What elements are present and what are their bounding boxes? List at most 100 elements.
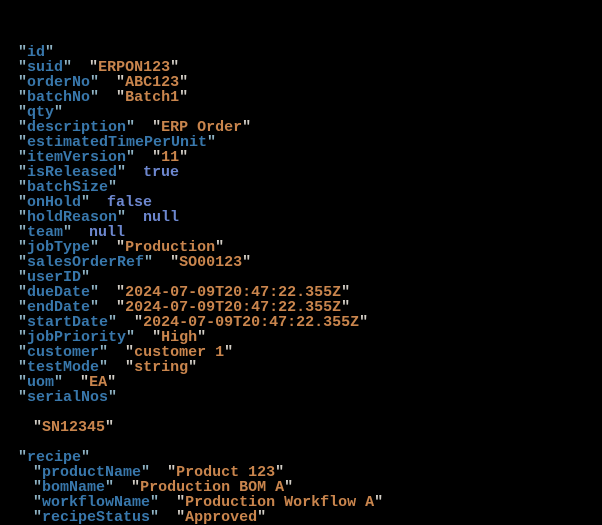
json-code-block: "id" "suid" "ERPON123" "orderNo" "ABC123" "ba… [0, 30, 602, 525]
json-string-value: "EA" [80, 374, 116, 391]
json-string-value: "SN12345" [33, 419, 114, 436]
token-text: estimatedTimePerUnit [27, 134, 208, 151]
token-text: 2024-07-09T20:47:22.355Z [125, 284, 342, 301]
json-line: "endDate" "2024-07-09T20:47:22.355Z" [0, 300, 602, 315]
token-text: jobPriority [27, 329, 127, 346]
json-key: "team" [18, 224, 72, 241]
quote-mark: " [108, 389, 118, 406]
json-string-value: "ERPON123" [89, 59, 179, 76]
quote-mark: " [197, 329, 207, 346]
quote-mark: " [33, 509, 43, 525]
json-key: "qty" [18, 104, 63, 121]
json-string-value: "2024-07-09T20:47:22.355Z" [134, 314, 368, 331]
quote-mark: " [63, 224, 73, 241]
quote-mark: " [18, 269, 28, 286]
quote-mark: " [167, 464, 177, 481]
quote-mark: " [152, 329, 162, 346]
quote-mark: " [18, 194, 28, 211]
quote-mark: " [152, 149, 162, 166]
json-line: "uom" "EA" [0, 375, 602, 390]
quote-mark: " [33, 419, 43, 436]
json-string-value: "2024-07-09T20:47:22.355Z" [116, 299, 350, 316]
quote-mark: " [81, 269, 91, 286]
quote-mark: " [359, 314, 369, 331]
token-text: batchNo [27, 89, 91, 106]
quote-mark: " [33, 479, 43, 496]
quote-mark: " [18, 104, 28, 121]
json-line: "holdReason" null [0, 210, 602, 225]
quote-mark: " [257, 509, 267, 525]
quote-mark: " [116, 299, 126, 316]
json-line: "testMode" "string" [0, 360, 602, 375]
quote-mark: " [90, 74, 100, 91]
quote-mark: " [176, 494, 186, 511]
token-text: recipe [27, 449, 82, 466]
token-text: productName [42, 464, 142, 481]
quote-mark: " [90, 239, 100, 256]
token-text: 2024-07-09T20:47:22.355Z [125, 299, 342, 316]
json-literal-value: false [107, 194, 153, 211]
json-key: "isReleased" [18, 164, 126, 181]
quote-mark: " [116, 239, 126, 256]
token-text: ERPON123 [98, 59, 171, 76]
json-line: "salesOrderRef" "SO00123" [0, 255, 602, 270]
json-line: "batchSize" [0, 180, 602, 195]
quote-mark: " [18, 314, 28, 331]
json-key: "productName" [33, 464, 150, 481]
quote-mark: " [18, 254, 28, 271]
quote-mark: " [242, 119, 252, 136]
json-line: "recipe" [0, 450, 602, 465]
quote-mark: " [18, 119, 28, 136]
quote-mark: " [18, 299, 28, 316]
quote-mark: " [126, 329, 136, 346]
json-key: "itemVersion" [18, 149, 135, 166]
json-key: "holdReason" [18, 209, 126, 226]
json-line: "onHold" false [0, 195, 602, 210]
quote-mark: " [81, 194, 91, 211]
quote-mark: " [63, 59, 73, 76]
token-text: ABC123 [125, 74, 180, 91]
quote-mark: " [18, 89, 28, 106]
token-text: Batch1 [125, 89, 180, 106]
token-text: dueDate [27, 284, 91, 301]
quote-mark: " [275, 464, 285, 481]
json-line: "team" null [0, 225, 602, 240]
json-key: "workflowName" [33, 494, 159, 511]
token-text: Product 123 [176, 464, 276, 481]
json-line: "productName" "Product 123" [0, 465, 602, 480]
json-key: "salesOrderRef" [18, 254, 153, 271]
token-text: suid [27, 59, 64, 76]
quote-mark: " [188, 359, 198, 376]
json-key: "userID" [18, 269, 90, 286]
quote-mark: " [18, 44, 28, 61]
quote-mark: " [125, 359, 135, 376]
quote-mark: " [131, 479, 141, 496]
token-text: salesOrderRef [27, 254, 145, 271]
token-text: recipeStatus [42, 509, 151, 525]
quote-mark: " [18, 134, 28, 151]
token-text: testMode [27, 359, 100, 376]
json-key: "estimatedTimePerUnit" [18, 134, 216, 151]
json-string-value: "Production" [116, 239, 224, 256]
quote-mark: " [18, 284, 28, 301]
quote-mark: " [152, 119, 162, 136]
quote-mark: " [18, 149, 28, 166]
json-key: "customer" [18, 344, 108, 361]
json-string-value: "customer 1" [125, 344, 233, 361]
json-string-value: "2024-07-09T20:47:22.355Z" [116, 284, 350, 301]
quote-mark: " [33, 494, 43, 511]
quote-mark: " [99, 344, 109, 361]
json-literal-value: null [143, 209, 180, 226]
quote-mark: " [179, 89, 189, 106]
quote-mark: " [134, 314, 144, 331]
quote-mark: " [18, 239, 28, 256]
json-string-value: "Batch1" [116, 89, 188, 106]
token-text: string [134, 359, 189, 376]
quote-mark: " [150, 494, 160, 511]
token-text: Production Workflow A [185, 494, 375, 511]
json-key: "recipeStatus" [33, 509, 159, 525]
quote-mark: " [341, 299, 351, 316]
json-key: "bomName" [33, 479, 114, 496]
json-line [0, 405, 602, 420]
json-key: "endDate" [18, 299, 99, 316]
